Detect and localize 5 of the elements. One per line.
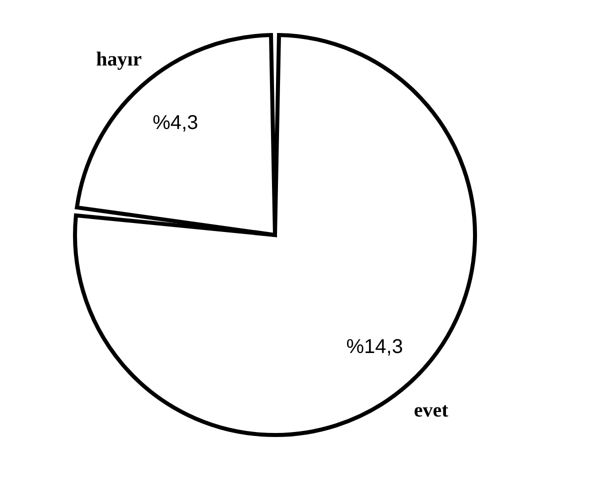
pie-slice bbox=[73, 33, 477, 437]
slice-label: hayır bbox=[96, 48, 142, 70]
slice-label: evet bbox=[414, 400, 449, 422]
data-label: %4,3 bbox=[152, 112, 198, 134]
data-label: %14,3 bbox=[346, 336, 403, 358]
